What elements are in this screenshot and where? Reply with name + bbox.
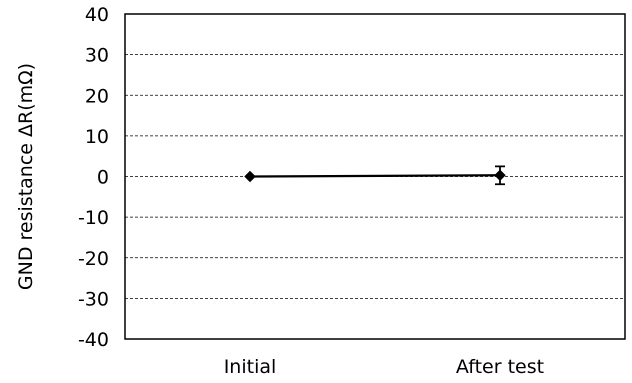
x-tick-label: After test [456,356,544,378]
x-tick-label: Initial [224,356,277,378]
x-tick-labels: Initial After test [224,356,544,378]
y-tick-label: -20 [78,248,109,270]
series-line [249,174,501,178]
y-tick-label: -30 [78,288,109,310]
y-tick-label: 30 [85,45,109,67]
series-group [244,165,506,186]
y-tick-label: 10 [85,126,109,148]
y-tick-label: 20 [85,85,109,107]
y-tick-label: -40 [78,329,109,351]
plot-frame [124,13,626,340]
y-tick-label: -10 [78,207,109,229]
y-axis-label: GND resistance ΔR(mΩ) [15,63,37,290]
data-point [494,169,506,181]
y-tick-labels: 40 30 20 10 0 -10 -20 -30 -40 [78,4,109,351]
y-tick-label: 40 [85,4,109,26]
data-point [244,170,256,183]
y-tick-label: 0 [97,167,109,189]
